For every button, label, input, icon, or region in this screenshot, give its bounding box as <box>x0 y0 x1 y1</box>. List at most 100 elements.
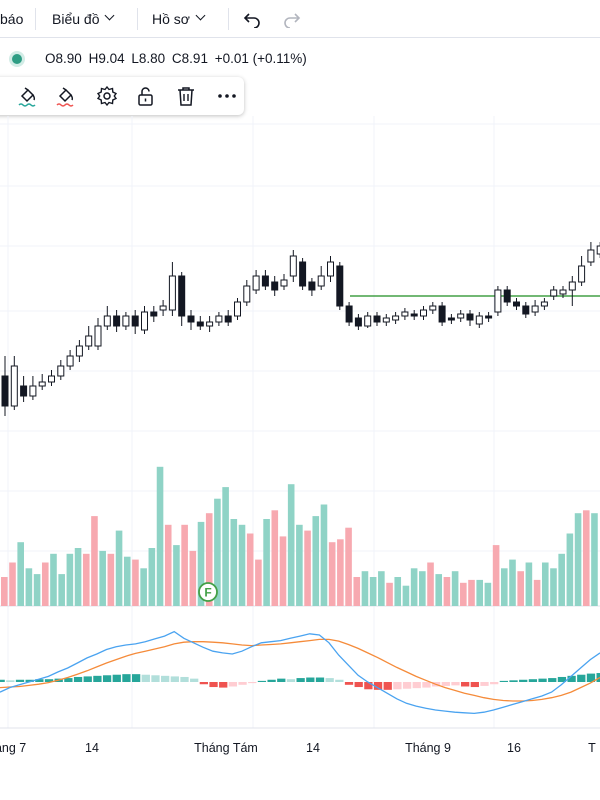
histogram-bar <box>480 682 489 686</box>
volume-bar <box>312 516 320 606</box>
fill-color-button[interactable] <box>51 81 81 111</box>
price-chart[interactable]: F háng 7 14 Tháng Tám 14 Tháng 9 16 T <box>0 116 600 764</box>
candle-up <box>206 321 214 327</box>
histogram-bar <box>586 673 596 682</box>
histogram-bar <box>577 674 586 682</box>
candle-down <box>485 315 493 319</box>
candle-down <box>20 385 28 397</box>
histogram-bar <box>402 682 412 689</box>
candle-down <box>299 261 307 287</box>
candle-up <box>215 315 223 323</box>
candle-down <box>178 275 186 317</box>
volume-bar <box>132 559 139 606</box>
volume-bar <box>517 571 524 606</box>
volume-bar <box>66 553 74 606</box>
candle-down <box>466 313 474 321</box>
delete-button[interactable] <box>171 81 201 111</box>
volume-bar <box>501 568 508 606</box>
volume-bar <box>91 516 98 606</box>
candle-up <box>10 365 18 407</box>
volume-bar <box>386 582 393 606</box>
histogram-bar <box>257 680 267 682</box>
settings-button[interactable] <box>92 81 122 111</box>
histogram-bar <box>306 677 315 682</box>
undo-button[interactable] <box>243 0 261 37</box>
histogram-bar <box>364 682 373 690</box>
time-axis-label: 14 <box>85 741 99 755</box>
volume-bar <box>337 539 344 606</box>
volume-bar <box>476 579 484 606</box>
candle-down <box>1 375 9 407</box>
volume-bar <box>509 559 516 606</box>
time-axis-label: háng 7 <box>0 741 26 755</box>
histogram-bar <box>354 682 363 688</box>
volume-bar <box>17 542 24 606</box>
low-value: 8.80 <box>138 51 166 66</box>
volume-bar <box>1 577 8 606</box>
chart-menu-button[interactable]: Biểu đồ <box>52 0 115 37</box>
histogram-bar <box>509 680 518 682</box>
volume-bar <box>74 548 82 606</box>
volume-bar <box>566 533 574 606</box>
histogram-bar <box>490 682 499 685</box>
chart-area[interactable]: F háng 7 14 Tháng Tám 14 Tháng 9 16 T <box>0 116 600 769</box>
candle-down <box>354 317 362 327</box>
histogram-bar <box>190 678 199 682</box>
histogram-bar <box>35 679 44 682</box>
histogram-bar <box>335 679 344 682</box>
profile-menu-button[interactable]: Hồ sơ <box>152 0 206 37</box>
time-axis-label: 14 <box>306 741 320 755</box>
histogram-bar <box>557 676 567 682</box>
candle-down <box>113 315 121 327</box>
delete-icon <box>178 87 194 106</box>
lock-button[interactable] <box>131 81 161 111</box>
time-axis-label: T <box>588 741 596 755</box>
candle-up <box>94 325 102 347</box>
candle-up <box>327 261 334 277</box>
more-icon <box>218 94 236 98</box>
line-color-button[interactable] <box>13 81 43 111</box>
candle-up <box>85 335 93 347</box>
histogram-bar <box>102 675 112 682</box>
candle-up <box>475 315 483 325</box>
histogram-bar <box>422 682 431 688</box>
histogram-bar <box>451 682 460 686</box>
volume-bar <box>361 571 369 606</box>
histogram-bar <box>228 682 238 687</box>
candle-up <box>401 311 409 317</box>
volume-bar <box>197 521 205 606</box>
close-value: 8.91 <box>181 51 208 66</box>
volume-bar <box>533 579 541 606</box>
volume-bar <box>328 542 336 606</box>
histogram-bar <box>296 678 305 682</box>
candle-up <box>234 301 241 317</box>
volume-bar <box>287 484 295 606</box>
volume-bar <box>427 562 434 606</box>
volume-bar <box>230 519 238 606</box>
alerts-button[interactable]: báo <box>0 0 23 37</box>
volume-bar <box>591 513 598 606</box>
more-button[interactable] <box>212 81 242 111</box>
volume-bar <box>468 579 475 606</box>
volume-bar <box>271 510 279 606</box>
volume-bar <box>296 524 303 606</box>
histogram-bar <box>315 677 325 682</box>
histogram-bar <box>161 675 170 682</box>
volume-bar <box>541 562 549 606</box>
candle-up <box>280 279 288 287</box>
candle-down <box>345 305 353 323</box>
redo-button[interactable] <box>283 0 301 37</box>
histogram-bar <box>141 674 150 682</box>
candle-up <box>364 315 372 327</box>
chevron-down-icon <box>105 10 115 21</box>
divider <box>137 8 138 30</box>
volume-bar <box>33 574 41 606</box>
histogram-bar <box>267 679 276 682</box>
candle-down <box>513 301 520 307</box>
divider <box>228 8 229 30</box>
candle-up <box>289 255 297 277</box>
candle-down <box>438 305 446 323</box>
volume-bar <box>304 530 311 606</box>
macd-line <box>0 630 600 715</box>
candle-up <box>429 305 437 311</box>
